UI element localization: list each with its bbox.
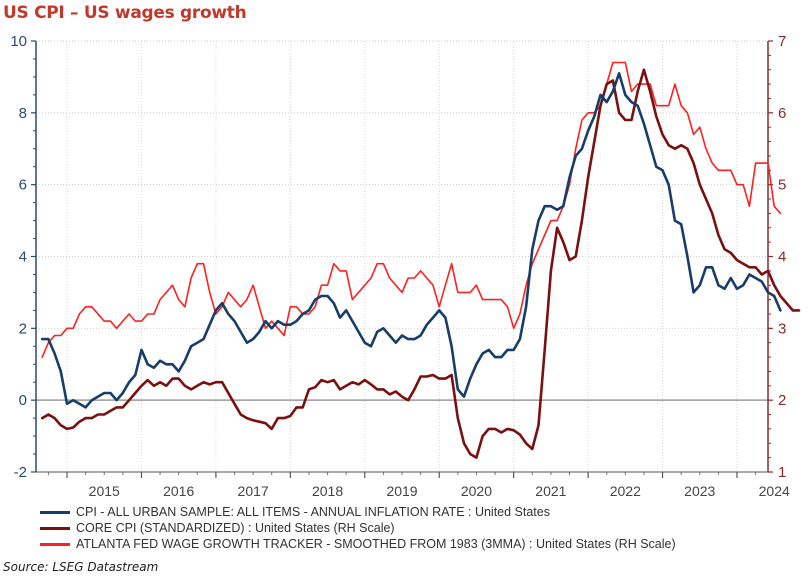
right-tick-label: 1	[778, 464, 786, 481]
legend-label-wage-tracker: ATLANTA FED WAGE GROWTH TRACKER - SMOOTH…	[76, 537, 676, 551]
legend-item-cpi: CPI - ALL URBAN SAMPLE: ALL ITEMS - ANNU…	[40, 504, 676, 520]
core-cpi-line	[40, 68, 801, 459]
left-tick-label: 0	[19, 392, 27, 409]
x-tick-label: 2018	[312, 483, 343, 499]
x-tick-label: 2022	[610, 483, 641, 499]
series-lines	[40, 61, 801, 459]
legend-item-wage-tracker: ATLANTA FED WAGE GROWTH TRACKER - SMOOTH…	[40, 536, 676, 552]
x-tick-label: 2017	[238, 483, 269, 499]
right-tick-label: 4	[778, 249, 786, 266]
legend-label-cpi: CPI - ALL URBAN SAMPLE: ALL ITEMS - ANNU…	[76, 505, 550, 519]
left-tick-label: 8	[19, 105, 27, 122]
left-tick-label: 10	[10, 33, 27, 50]
right-tick-label: 6	[778, 105, 786, 122]
x-tick-label: 2015	[89, 483, 120, 499]
right-tick-label: 7	[778, 33, 786, 50]
x-tick-label: 2016	[163, 483, 194, 499]
legend-swatch-cpi	[40, 510, 70, 514]
left-tick-label: 6	[19, 177, 27, 194]
left-tick-label: 2	[19, 320, 27, 337]
right-tick-label: 5	[778, 177, 786, 194]
wage-tracker-line	[41, 61, 782, 358]
chart-title: US CPI – US wages growth	[3, 3, 247, 23]
right-tick-label: 2	[778, 392, 786, 409]
cpi-line	[40, 72, 782, 409]
x-tick-label: 2021	[535, 483, 566, 499]
legend-swatch-core-cpi	[40, 526, 70, 530]
x-tick-label: 2019	[386, 483, 417, 499]
x-tick-label: 2020	[461, 483, 492, 499]
legend-item-core-cpi: CORE CPI (STANDARDIZED) : United States …	[40, 520, 676, 536]
source-note: Source: LSEG Datastream	[3, 560, 159, 574]
legend-swatch-wage-tracker	[40, 542, 70, 546]
legend: CPI - ALL URBAN SAMPLE: ALL ITEMS - ANNU…	[40, 504, 676, 552]
left-tick-label: -2	[14, 464, 27, 481]
gridlines	[36, 40, 768, 472]
legend-label-core-cpi: CORE CPI (STANDARDIZED) : United States …	[76, 521, 395, 535]
x-tick-label: 2023	[684, 483, 715, 499]
axes	[31, 40, 773, 478]
left-tick-label: 4	[19, 249, 27, 266]
right-tick-label: 3	[778, 320, 786, 337]
x-tick-label: 2024	[759, 483, 790, 499]
